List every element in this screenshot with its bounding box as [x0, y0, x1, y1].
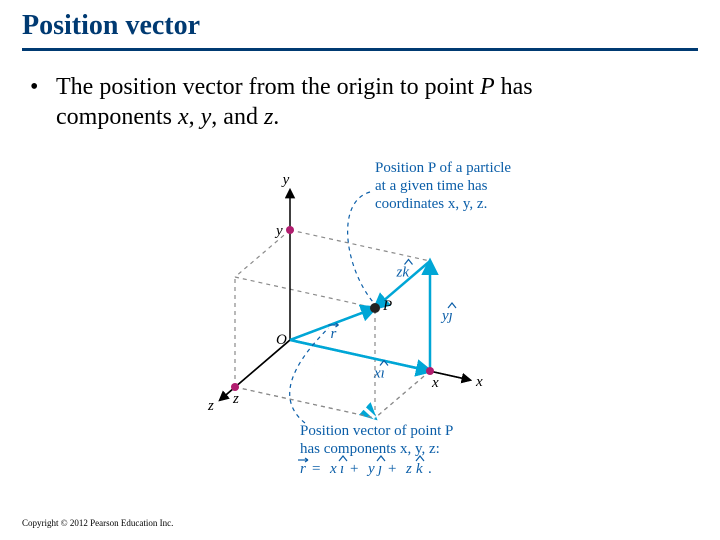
diagram-container: xyzOxyzxıyȷzkrPPosition P of a particlea… — [0, 150, 720, 485]
bullet-x: x — [178, 104, 189, 130]
svg-text:coordinates x, y, z.: coordinates x, y, z. — [375, 196, 487, 212]
svg-text:Position P of a particle: Position P of a particle — [375, 160, 511, 176]
svg-text:ȷ: ȷ — [376, 461, 382, 477]
copyright: Copyright © 2012 Pearson Education Inc. — [22, 518, 173, 528]
slide-title: Position vector — [22, 10, 200, 42]
svg-text:.: . — [428, 461, 432, 477]
svg-text:r: r — [300, 461, 306, 477]
svg-text:y: y — [281, 172, 290, 188]
svg-text:y: y — [366, 461, 375, 477]
svg-text:z: z — [232, 391, 239, 407]
svg-text:x: x — [329, 461, 337, 477]
svg-text:Position vector of point P: Position vector of point P — [300, 423, 453, 439]
svg-text:zk: zk — [396, 265, 410, 281]
svg-text:O: O — [276, 332, 287, 348]
svg-text:xı: xı — [373, 366, 385, 382]
bullet-y: y — [201, 104, 212, 130]
bullet-c2: , and — [211, 104, 264, 130]
bullet-end: . — [273, 104, 279, 130]
svg-text:yȷ: yȷ — [440, 308, 453, 324]
svg-text:y: y — [274, 223, 283, 239]
bullet: • The position vector from the origin to… — [30, 72, 670, 132]
svg-text:+: + — [388, 461, 396, 477]
svg-text:+: + — [350, 461, 358, 477]
svg-text:z: z — [405, 461, 412, 477]
svg-text:z: z — [207, 398, 214, 414]
svg-text:x: x — [475, 374, 483, 390]
bullet-marker: • — [30, 72, 50, 102]
svg-text:x: x — [431, 375, 439, 391]
bullet-c1: , — [189, 104, 201, 130]
position-vector-diagram: xyzOxyzxıyȷzkrPPosition P of a particlea… — [180, 150, 540, 480]
bullet-text: The position vector from the origin to p… — [56, 72, 616, 132]
svg-text:r: r — [331, 326, 337, 342]
svg-text:at a given time has: at a given time has — [375, 178, 488, 194]
svg-text:ı: ı — [340, 461, 344, 477]
title-rule — [22, 48, 698, 51]
bullet-P: P — [480, 74, 495, 100]
svg-text:k: k — [416, 461, 423, 477]
svg-text:=: = — [312, 461, 320, 477]
bullet-z: z — [264, 104, 273, 130]
bullet-lead: The position vector from the origin to p… — [56, 74, 480, 100]
svg-text:has components x, y, z:: has components x, y, z: — [300, 441, 440, 457]
svg-text:P: P — [382, 298, 392, 314]
